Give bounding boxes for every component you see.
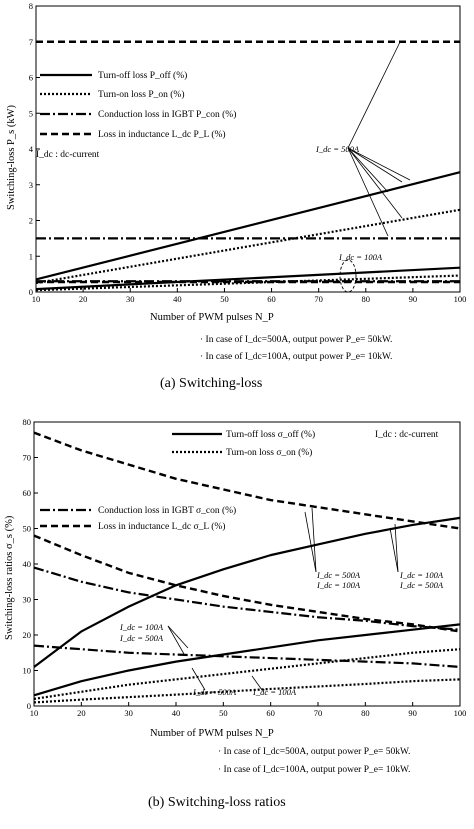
series-line-b-7 [33,534,461,633]
annotation-b-8: I_dc = 100A [252,687,297,697]
x-tick-label-a-1: 20 [79,294,88,304]
legend-a-note: I_dc : dc-current [36,150,100,160]
x-tick-label-a-3: 40 [173,294,182,304]
y-tick-label-b-8: 80 [23,417,32,427]
x-tick-label-a-6: 70 [314,294,323,304]
annotation-leader-b-0 [304,511,317,573]
annotation-a-500a: I_dc = 500A [315,144,360,154]
y-tick-label-a-0: 0 [29,287,33,297]
y-tick-label-a-6: 6 [29,73,33,83]
annotation-leader-b-1 [311,507,317,573]
x-tick-label-b-6: 70 [314,708,323,718]
x-tick-label-b-8: 90 [408,708,417,718]
series-line-b-1 [33,623,461,697]
annotation-b-1: I_dc = 500A [316,570,361,580]
annotation-leader-a-4 [347,147,403,219]
annotation-b-7: I_dc = 500A [192,687,237,697]
y-tick-label-b-3: 30 [23,595,32,605]
series-line-b-2 [33,648,461,700]
y-axis-label-b: Switching-loss ratios σ_s (%) [4,515,15,640]
y-tick-label-b-1: 10 [23,666,32,676]
x-tick-label-b-0: 10 [30,708,39,718]
note-a-500a: · In case of I_dc=500A, output power P_e… [200,334,392,345]
annotation-leader-b-5 [167,625,185,655]
legend-b-conduction: Conduction loss in IGBT σ_con (%) [98,505,236,516]
annotation-b-5: I_dc = 100A [399,570,444,580]
y-tick-label-b-6: 60 [23,488,32,498]
x-tick-label-a-0: 10 [32,294,41,304]
annotation-b-6: I_dc = 500A [399,580,444,590]
annotation-leader-b-2 [389,527,399,573]
legend-b-inductance: Loss in inductance L_dc σ_L (%) [98,521,225,532]
series-line-b-5 [33,566,461,631]
x-tick-label-a-5: 60 [267,294,276,304]
annotation-leader-a-2 [347,147,403,183]
x-tick-label-a-7: 80 [362,294,371,304]
y-tick-label-a-3: 3 [29,180,33,190]
y-tick-label-b-4: 40 [23,559,32,569]
annotation-leader-b-4 [167,625,189,649]
annotation-b-3: I_dc = 100A [119,622,164,632]
annotation-leader-a-3 [347,147,411,181]
x-tick-label-b-9: 100 [454,708,467,718]
legend-a-turn-on: Turn-on loss P_on (%) [98,89,184,100]
annotation-leader-b-6 [191,667,206,691]
legend-a-conduction: Conduction loss in IGBT P_con (%) [98,109,236,120]
x-tick-label-b-7: 80 [361,708,370,718]
x-tick-label-a-8: 90 [409,294,418,304]
series-line-b-6 [33,431,461,530]
x-tick-label-a-2: 30 [126,294,135,304]
annotation-a-100a: I_dc = 100A [338,252,383,262]
y-tick-label-a-7: 7 [29,37,33,47]
legend-b-note: I_dc : dc-current [375,430,439,440]
note-b-500a: · In case of I_dc=500A, output power P_e… [218,746,410,757]
switching-loss-chart: 10 20 30 40 50 60 70 80 90 100 0 1 2 3 4 5 6 7 8 [29,1,467,304]
legend-b-turn-on: Turn-on loss σ_on (%) [226,447,312,458]
series-line-a-4 [35,266,461,291]
legend-a-inductance: Loss in inductance L_dc P_L (%) [98,129,226,140]
x-tick-label-b-3: 40 [172,708,181,718]
series-line-b-4 [33,644,461,669]
annotation-circle-a [339,259,357,293]
y-tick-label-b-0: 0 [27,701,31,711]
x-tick-label-a-9: 100 [454,294,467,304]
x-tick-label-b-4: 50 [219,708,228,718]
annotation-leader-b-7 [251,675,263,691]
legend-a-turn-off: Turn-off loss P_off (%) [98,70,187,81]
annotation-leader-b-3 [394,523,399,573]
x-tick-label-b-1: 20 [77,708,86,718]
y-tick-label-a-1: 1 [29,251,33,261]
y-tick-label-b-7: 70 [23,453,32,463]
annotation-b-2: I_dc = 100A [316,580,361,590]
y-tick-label-b-2: 20 [23,630,32,640]
series-line-b-3 [33,678,461,704]
annotation-leader-a-0 [347,41,401,149]
note-a-100a: · In case of I_dc=100A, output power P_e… [200,351,392,362]
y-tick-label-a-4: 4 [29,144,34,154]
annotation-leader-a-5 [347,147,389,237]
x-axis-label-b: Number of PWM pulses N_P [150,728,274,739]
series-line-b-0 [33,516,461,668]
annotation-leader-a-1 [347,147,389,193]
note-b-100a: · In case of I_dc=100A, output power P_e… [218,764,410,775]
y-tick-label-a-2: 2 [29,216,33,226]
y-tick-label-a-5: 5 [29,108,33,118]
x-axis-label-a: Number of PWM pulses N_P [150,312,274,323]
annotation-b-4: I_dc = 500A [119,633,164,643]
caption-b: (b) Switching-loss ratios [148,795,286,810]
series-line-a-0 [35,171,461,281]
y-axis-label-a: Switching-loss P_s (kW) [6,104,17,210]
caption-a: (a) Switching-loss [160,376,262,391]
x-tick-label-b-5: 60 [266,708,275,718]
y-tick-label-b-5: 50 [23,524,32,534]
x-tick-label-a-4: 50 [220,294,229,304]
y-tick-label-a-8: 8 [29,1,33,11]
x-tick-label-b-2: 30 [124,708,133,718]
legend-b-turn-off: Turn-off loss σ_off (%) [226,429,315,440]
